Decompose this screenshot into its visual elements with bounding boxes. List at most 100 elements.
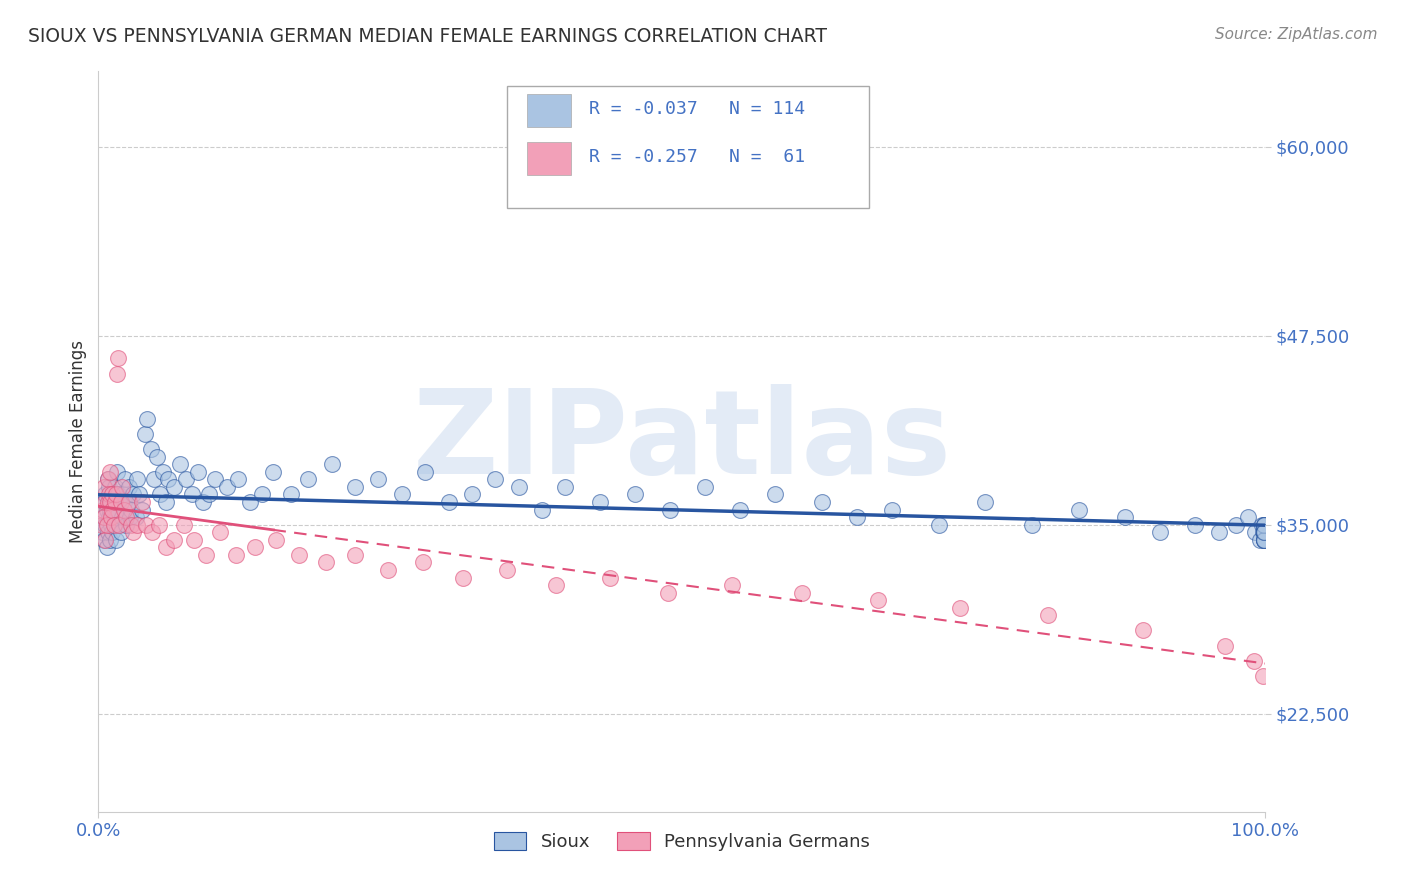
Point [104,487,127,501]
Point [1253,517,1275,532]
FancyBboxPatch shape [508,87,869,209]
Point [104,502,127,516]
Text: N =  61: N = 61 [728,148,804,166]
Point [554,480,576,494]
Point [114,472,136,486]
Point [763,487,786,501]
Point [98,495,121,509]
Point [101,487,124,501]
Point [250,487,273,501]
Point [94,487,117,501]
Point [91,502,114,516]
Point [115,510,138,524]
Point [659,502,682,516]
Point [96,517,118,532]
Point [1225,517,1247,532]
Point [1253,533,1275,547]
Point [262,465,284,479]
Point [90,525,112,540]
Point [100,510,122,524]
Point [1253,517,1275,532]
Point [93,495,115,509]
Point [461,487,484,501]
Point [93,510,115,524]
Point [101,487,124,501]
Point [98,465,121,479]
Point [104,495,127,509]
Point [1243,654,1265,668]
Point [657,585,679,599]
Point [721,578,744,592]
Point [104,510,127,524]
Text: R = -0.257: R = -0.257 [589,148,697,166]
Point [94,517,117,532]
Point [544,578,567,592]
Point [103,510,125,524]
Point [173,517,195,532]
Point [280,487,302,501]
Point [96,541,118,555]
Point [344,548,367,562]
Point [194,548,217,562]
Point [496,563,519,577]
Point [846,510,869,524]
Point [122,525,145,540]
Point [97,487,120,501]
Point [108,517,131,532]
Point [367,472,389,486]
Point [180,487,202,501]
Point [484,472,506,486]
Point [589,495,612,509]
Point [118,480,141,494]
Point [1067,502,1090,516]
Point [183,533,205,547]
Point [1253,533,1275,547]
Legend: Sioux, Pennsylvania Germans: Sioux, Pennsylvania Germans [486,824,877,858]
Point [155,541,177,555]
Point [1253,525,1275,540]
Point [98,533,121,547]
Point [105,502,128,516]
Text: SIOUX VS PENNSYLVANIA GERMAN MEDIAN FEMALE EARNINGS CORRELATION CHART: SIOUX VS PENNSYLVANIA GERMAN MEDIAN FEMA… [28,27,827,45]
Point [97,480,120,494]
Point [208,525,231,540]
Point [413,465,436,479]
Text: ZIPatlas: ZIPatlas [412,384,952,499]
Point [1132,624,1154,638]
Point [115,517,138,532]
Point [624,487,647,501]
FancyBboxPatch shape [527,143,571,175]
Point [155,495,177,509]
Text: R = -0.037: R = -0.037 [589,100,697,118]
Point [120,502,142,516]
Point [111,510,134,524]
Point [107,487,129,501]
Point [1253,525,1275,540]
Point [97,525,120,540]
Point [112,495,135,509]
Point [101,525,124,540]
Point [321,457,343,471]
Point [730,502,752,516]
Point [1251,517,1274,532]
Point [225,548,247,562]
Point [97,472,120,486]
Point [204,472,226,486]
Point [1251,669,1274,683]
Point [974,495,997,509]
Point [1253,517,1275,532]
Point [1253,533,1275,547]
Point [101,502,124,516]
Point [125,517,148,532]
Point [97,472,120,486]
Point [94,495,117,509]
Text: N = 114: N = 114 [728,100,804,118]
Point [193,495,215,509]
Point [135,517,157,532]
Point [1184,517,1206,532]
Point [111,487,134,501]
Point [107,351,129,366]
Point [93,480,115,494]
Point [243,541,266,555]
Point [148,517,170,532]
